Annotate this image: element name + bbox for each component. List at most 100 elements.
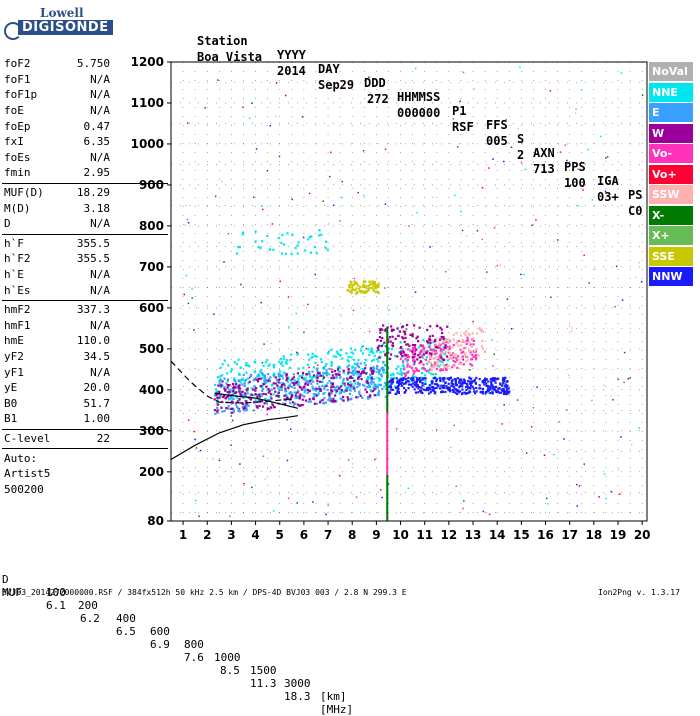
echo-point <box>376 346 379 349</box>
echo-point <box>333 394 337 397</box>
noise-point <box>618 493 621 495</box>
echo-point <box>266 388 269 391</box>
noise-point <box>195 447 198 449</box>
echo-point <box>232 401 235 404</box>
noise-point <box>453 424 455 427</box>
echo-point <box>481 390 485 394</box>
echo-point <box>315 387 318 391</box>
noise-point <box>253 196 255 199</box>
echo-point <box>438 359 441 362</box>
echo-point <box>257 373 260 376</box>
echo-point <box>419 352 422 355</box>
echo-point <box>242 407 245 410</box>
echo-point <box>258 404 261 408</box>
echo-point <box>501 389 504 393</box>
param-label: yE <box>4 381 18 395</box>
echo-points <box>183 66 644 521</box>
noise-point <box>271 223 274 225</box>
echo-point <box>257 393 260 396</box>
fof2-marker-segment <box>386 425 389 430</box>
echo-point <box>372 366 375 369</box>
echo-point <box>261 372 264 376</box>
noise-point <box>261 205 263 208</box>
echo-point <box>436 384 440 388</box>
echo-point <box>282 383 286 386</box>
fof2-marker-segment <box>386 421 389 426</box>
echo-point <box>267 391 270 394</box>
echo-point <box>507 392 510 395</box>
echo-point <box>364 367 367 370</box>
echo-point <box>446 338 449 341</box>
echo-point <box>282 355 285 358</box>
echo-point <box>264 378 267 381</box>
echo-point <box>275 378 279 382</box>
noise-point <box>505 118 507 121</box>
noise-point <box>576 483 578 486</box>
echo-point <box>467 379 470 383</box>
echo-point <box>393 354 397 358</box>
noise-point <box>604 190 607 193</box>
echo-point <box>411 385 414 388</box>
param-label: MUF(D) <box>4 186 44 200</box>
echo-point <box>472 379 476 383</box>
echo-point <box>384 395 387 398</box>
logo-line2: DIGISONDE <box>18 20 113 35</box>
echo-point <box>367 289 370 292</box>
echo-point <box>497 377 500 380</box>
echo-point <box>489 392 492 395</box>
echo-point <box>377 348 380 351</box>
echo-point <box>320 360 323 364</box>
echo-point <box>363 284 366 287</box>
x-tick-label: 19 <box>610 528 627 542</box>
echo-point <box>272 366 276 369</box>
echo-point <box>368 283 372 286</box>
echo-point <box>428 335 432 338</box>
echo-point <box>375 285 378 288</box>
echo-point <box>454 360 457 364</box>
echo-point <box>316 371 320 375</box>
echo-point <box>399 382 403 386</box>
noise-point <box>473 420 475 422</box>
echo-point <box>362 280 365 283</box>
echo-point <box>351 387 354 390</box>
echo-point <box>311 355 314 358</box>
echo-point <box>435 367 438 370</box>
param-value: 22 <box>96 431 110 445</box>
noise-point <box>193 329 195 331</box>
echo-point <box>281 364 284 367</box>
echo-point <box>435 343 438 347</box>
echo-point <box>395 386 398 389</box>
noise-point <box>270 342 273 345</box>
param-value: N/A <box>90 283 110 297</box>
echo-point <box>268 248 272 251</box>
footer-muf-unit: [MHz] <box>320 703 354 716</box>
echo-point <box>239 387 242 390</box>
echo-point <box>404 377 407 381</box>
echo-point <box>376 386 380 389</box>
echo-point <box>285 377 289 380</box>
param-row: foF1 N/A <box>2 72 168 88</box>
echo-point <box>394 337 397 341</box>
echo-point <box>463 391 466 394</box>
echo-point <box>372 358 375 361</box>
noise-point <box>289 428 292 430</box>
echo-point <box>484 377 487 380</box>
echo-point <box>501 378 505 382</box>
echo-point <box>228 389 231 392</box>
echo-point <box>280 385 283 388</box>
true-height-profile <box>170 415 298 461</box>
footer-d-label: D <box>2 573 9 586</box>
echo-point <box>397 365 400 368</box>
echo-point <box>447 341 450 344</box>
echo-point <box>299 386 302 389</box>
echo-point <box>457 339 460 343</box>
noise-point <box>469 369 471 371</box>
fof2-marker-segment <box>386 356 389 361</box>
echo-point <box>445 351 448 354</box>
echo-point <box>418 351 421 354</box>
fof2-marker-segment <box>386 487 389 492</box>
echo-point <box>329 397 333 400</box>
noise-point <box>260 301 263 304</box>
echo-point <box>443 386 446 390</box>
echo-point <box>372 351 375 354</box>
